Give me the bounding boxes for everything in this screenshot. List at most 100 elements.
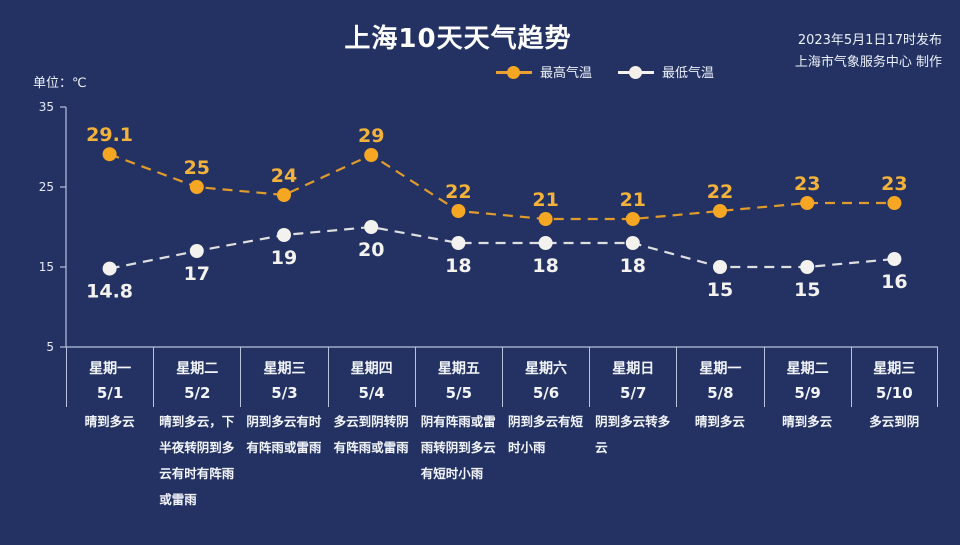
day-header: 星期二 5/2 xyxy=(153,347,240,407)
weekday-label: 星期日 xyxy=(612,361,655,377)
weekday-label: 星期二 xyxy=(786,361,829,377)
data-point[interactable] xyxy=(713,260,727,274)
date-label: 5/8 xyxy=(707,384,734,402)
data-point[interactable] xyxy=(800,196,815,210)
day-column: 星期一 5/8 晴到多云 xyxy=(676,347,763,513)
data-label: 25 xyxy=(184,157,210,179)
date-label: 5/6 xyxy=(532,384,560,402)
data-label: 21 xyxy=(532,189,558,211)
weather-description: 阴到多云有短时小雨 xyxy=(507,414,583,455)
y-tick-label: 15 xyxy=(39,260,54,274)
date-label: 5/2 xyxy=(184,384,211,402)
day-column: 星期三 5/10 多云到阴 xyxy=(850,347,938,513)
low-line-marker-icon xyxy=(618,65,655,79)
data-label: 29 xyxy=(358,125,384,147)
data-label: 17 xyxy=(184,263,210,285)
day-column: 星期五 5/5 阴有阵雨或雷雨转阴到多云有短时小雨 xyxy=(414,347,502,513)
data-label: 22 xyxy=(445,181,471,203)
legend-item-low[interactable]: 最低气温 xyxy=(618,62,714,81)
data-label: 23 xyxy=(794,173,820,195)
day-header: 星期四 5/4 xyxy=(327,347,415,407)
data-point[interactable] xyxy=(713,204,727,218)
data-point[interactable] xyxy=(451,236,466,250)
data-label: 20 xyxy=(358,239,384,261)
weekday-label: 星期二 xyxy=(176,361,219,377)
weather-description: 阴到多云转多云 xyxy=(595,414,671,455)
day-column: 星期二 5/9 晴到多云 xyxy=(763,347,851,513)
day-header: 星期六 5/6 xyxy=(501,347,589,407)
day-column: 星期二 5/2 晴到多云，下半夜转阴到多云有时有阵雨或雷雨 xyxy=(153,347,240,513)
high-line-marker-icon xyxy=(496,65,532,79)
weekday-label: 星期一 xyxy=(699,361,742,377)
forecast-days: 星期一 5/1 晴到多云 星期二 5/2 晴到多云，下半夜转阴到多云有时有阵雨或雷雨 星期三… xyxy=(66,347,938,513)
publish-time: 2023年5月1日17时发布 xyxy=(797,33,942,48)
day-header: 星期三 5/10 xyxy=(850,347,938,407)
data-label: 19 xyxy=(271,247,297,269)
data-label: 15 xyxy=(794,279,820,301)
legend-label-low: 最低气温 xyxy=(662,66,715,81)
low-temp-series: 14.8 17 19 20 18 18 18 15 15 16 xyxy=(86,220,908,303)
data-label: 18 xyxy=(445,255,471,277)
series-line xyxy=(109,153,895,221)
data-point[interactable] xyxy=(189,244,204,258)
day-column: 星期一 5/1 晴到多云 xyxy=(66,347,153,513)
data-point[interactable] xyxy=(451,204,466,218)
legend-label-high: 最高气温 xyxy=(540,66,593,81)
day-column: 星期三 5/3 阴到多云有时有阵雨或雷雨 xyxy=(240,347,327,513)
data-label: 18 xyxy=(620,255,646,277)
series-line xyxy=(109,225,895,270)
data-point[interactable] xyxy=(887,252,902,266)
high-temp-series: 29.1 25 24 29 22 21 21 22 23 23 xyxy=(86,124,908,226)
date-label: 5/7 xyxy=(620,384,647,402)
day-column: 星期四 5/4 多云到阴转阴有阵雨或雷雨 xyxy=(327,347,415,513)
weekday-label: 星期六 xyxy=(525,361,568,377)
weekday-label: 星期三 xyxy=(263,361,306,377)
weekday-label: 星期一 xyxy=(89,361,132,377)
chart-legend: 最高气温 最低气温 xyxy=(496,62,714,81)
data-point[interactable] xyxy=(277,228,291,242)
date-label: 5/4 xyxy=(358,384,385,402)
data-point[interactable] xyxy=(538,212,553,226)
day-header: 星期一 5/1 xyxy=(66,347,153,407)
date-label: 5/10 xyxy=(875,384,913,402)
data-label: 14.8 xyxy=(86,281,133,303)
data-label: 22 xyxy=(707,181,733,203)
data-label: 21 xyxy=(620,189,646,211)
weekday-label: 星期三 xyxy=(873,361,916,377)
data-point[interactable] xyxy=(189,180,204,194)
weather-description: 晴到多云 xyxy=(694,414,745,429)
day-column: 星期六 5/6 阴到多云有短时小雨 xyxy=(501,347,589,513)
producer: 上海市气象服务中心 制作 xyxy=(794,55,942,70)
day-header: 星期日 5/7 xyxy=(589,347,676,407)
weather-description: 阴到多云有时有阵雨或雷雨 xyxy=(246,414,322,455)
weather-description: 晴到多云，下半夜转阴到多云有时有阵雨或雷雨 xyxy=(159,414,235,507)
data-point[interactable] xyxy=(102,147,117,162)
legend-item-high[interactable]: 最高气温 xyxy=(496,62,592,81)
data-point[interactable] xyxy=(538,236,553,250)
data-label: 29.1 xyxy=(86,124,133,146)
data-label: 15 xyxy=(707,279,733,301)
day-header: 星期二 5/9 xyxy=(763,347,851,407)
weather-description: 晴到多云 xyxy=(782,414,833,429)
weather-description: 晴到多云 xyxy=(84,414,135,429)
weekday-label: 星期四 xyxy=(350,361,393,377)
unit-label: 单位：℃ xyxy=(33,76,87,91)
data-point[interactable] xyxy=(887,196,902,210)
data-point[interactable] xyxy=(625,212,640,226)
day-header: 星期一 5/8 xyxy=(676,347,763,407)
y-axis: 35 25 15 5 xyxy=(39,100,938,354)
data-point[interactable] xyxy=(800,260,815,274)
data-point[interactable] xyxy=(364,220,379,234)
data-point[interactable] xyxy=(102,261,117,276)
data-point[interactable] xyxy=(277,188,291,202)
weekday-label: 星期五 xyxy=(437,361,480,377)
weather-description: 阴有阵雨或雷雨转阴到多云有短时小雨 xyxy=(420,414,496,481)
data-point[interactable] xyxy=(364,148,379,162)
day-header: 星期五 5/5 xyxy=(414,347,502,407)
weather-description: 多云到阴转阴有阵雨或雷雨 xyxy=(333,414,409,455)
date-label: 5/9 xyxy=(794,384,821,402)
date-label: 5/3 xyxy=(271,384,298,402)
data-point[interactable] xyxy=(625,236,640,250)
weather-description: 多云到阴 xyxy=(869,414,920,429)
